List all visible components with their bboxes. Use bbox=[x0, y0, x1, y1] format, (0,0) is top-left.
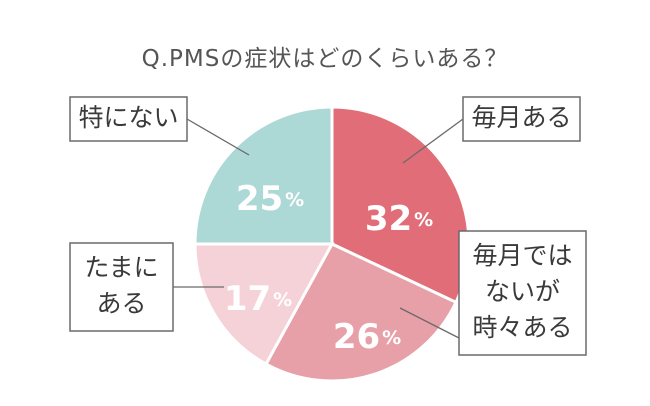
category-label-text: ある bbox=[96, 289, 146, 318]
category-label-box-1 bbox=[458, 230, 587, 356]
category-label-3: 特にない bbox=[69, 96, 188, 142]
slice-percent-label-1: 26% bbox=[333, 317, 401, 357]
leader-line-0 bbox=[402, 118, 464, 164]
pie-slices bbox=[193, 105, 471, 383]
category-label-text: 毎月ある bbox=[471, 103, 571, 132]
category-label-text: たまに bbox=[84, 253, 158, 282]
leader-line-3 bbox=[186, 118, 250, 156]
category-label-text: 時々ある bbox=[472, 313, 572, 342]
leader-line-1 bbox=[399, 307, 460, 339]
leader-lines bbox=[173, 118, 464, 339]
pie-slice-2 bbox=[193, 242, 335, 367]
chart-title: Q.PMSの症状はどのくらいある？ bbox=[142, 46, 509, 72]
category-label-box-0 bbox=[462, 96, 581, 142]
slice-percent-label-2: 17% bbox=[224, 279, 292, 319]
slice-percent-label-0: 32% bbox=[365, 199, 433, 239]
category-label-text: ないが bbox=[485, 277, 560, 306]
category-label-text: 特にない bbox=[78, 103, 178, 132]
pie-slice-3 bbox=[193, 105, 334, 246]
percent-labels: 32 % 26 % 17 % 25% bbox=[224, 179, 433, 357]
category-label-box-3 bbox=[69, 96, 188, 142]
category-label-0: 毎月ある bbox=[462, 96, 581, 142]
slice-percent-label-3: 25% bbox=[236, 179, 304, 219]
category-label-box-2 bbox=[69, 242, 174, 332]
category-label-text: 毎月では bbox=[472, 241, 572, 270]
